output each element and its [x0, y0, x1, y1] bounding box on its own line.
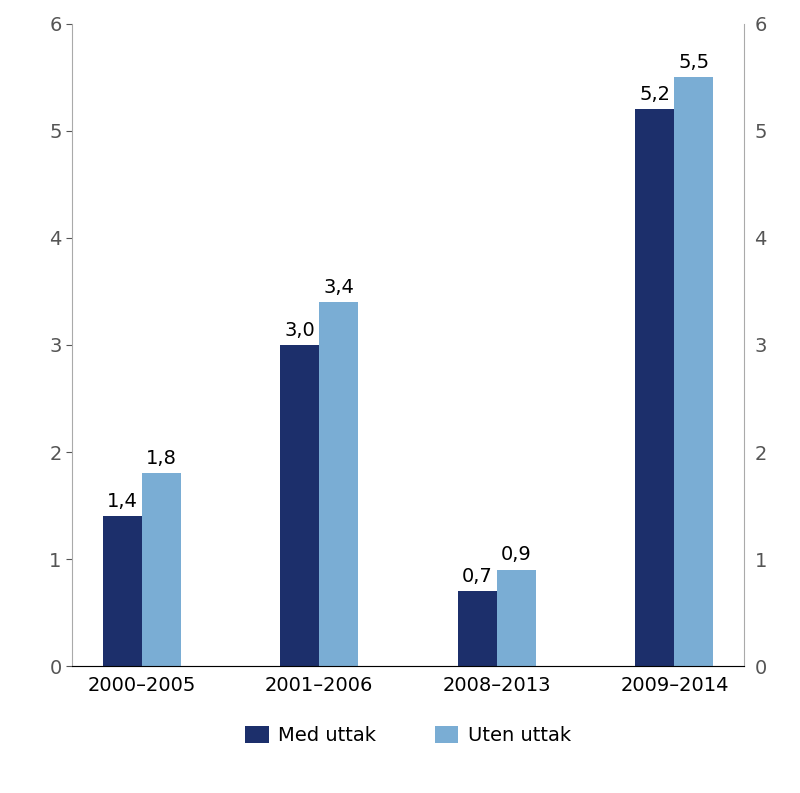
- Bar: [458, 592, 497, 666]
- Text: 3,4: 3,4: [323, 278, 354, 297]
- Text: 1,8: 1,8: [146, 449, 177, 468]
- Bar: [674, 78, 714, 666]
- Bar: [280, 345, 319, 666]
- Bar: [142, 473, 181, 666]
- Bar: [635, 109, 674, 666]
- Legend: Med uttak, Uten uttak: Med uttak, Uten uttak: [238, 718, 578, 753]
- Text: 5,5: 5,5: [678, 53, 710, 72]
- Text: 3,0: 3,0: [284, 320, 315, 339]
- Bar: [497, 569, 536, 666]
- Bar: [319, 302, 358, 666]
- Text: 0,9: 0,9: [501, 546, 532, 565]
- Text: 5,2: 5,2: [639, 85, 670, 104]
- Bar: [102, 516, 142, 666]
- Text: 1,4: 1,4: [106, 492, 138, 511]
- Text: 0,7: 0,7: [462, 567, 493, 586]
